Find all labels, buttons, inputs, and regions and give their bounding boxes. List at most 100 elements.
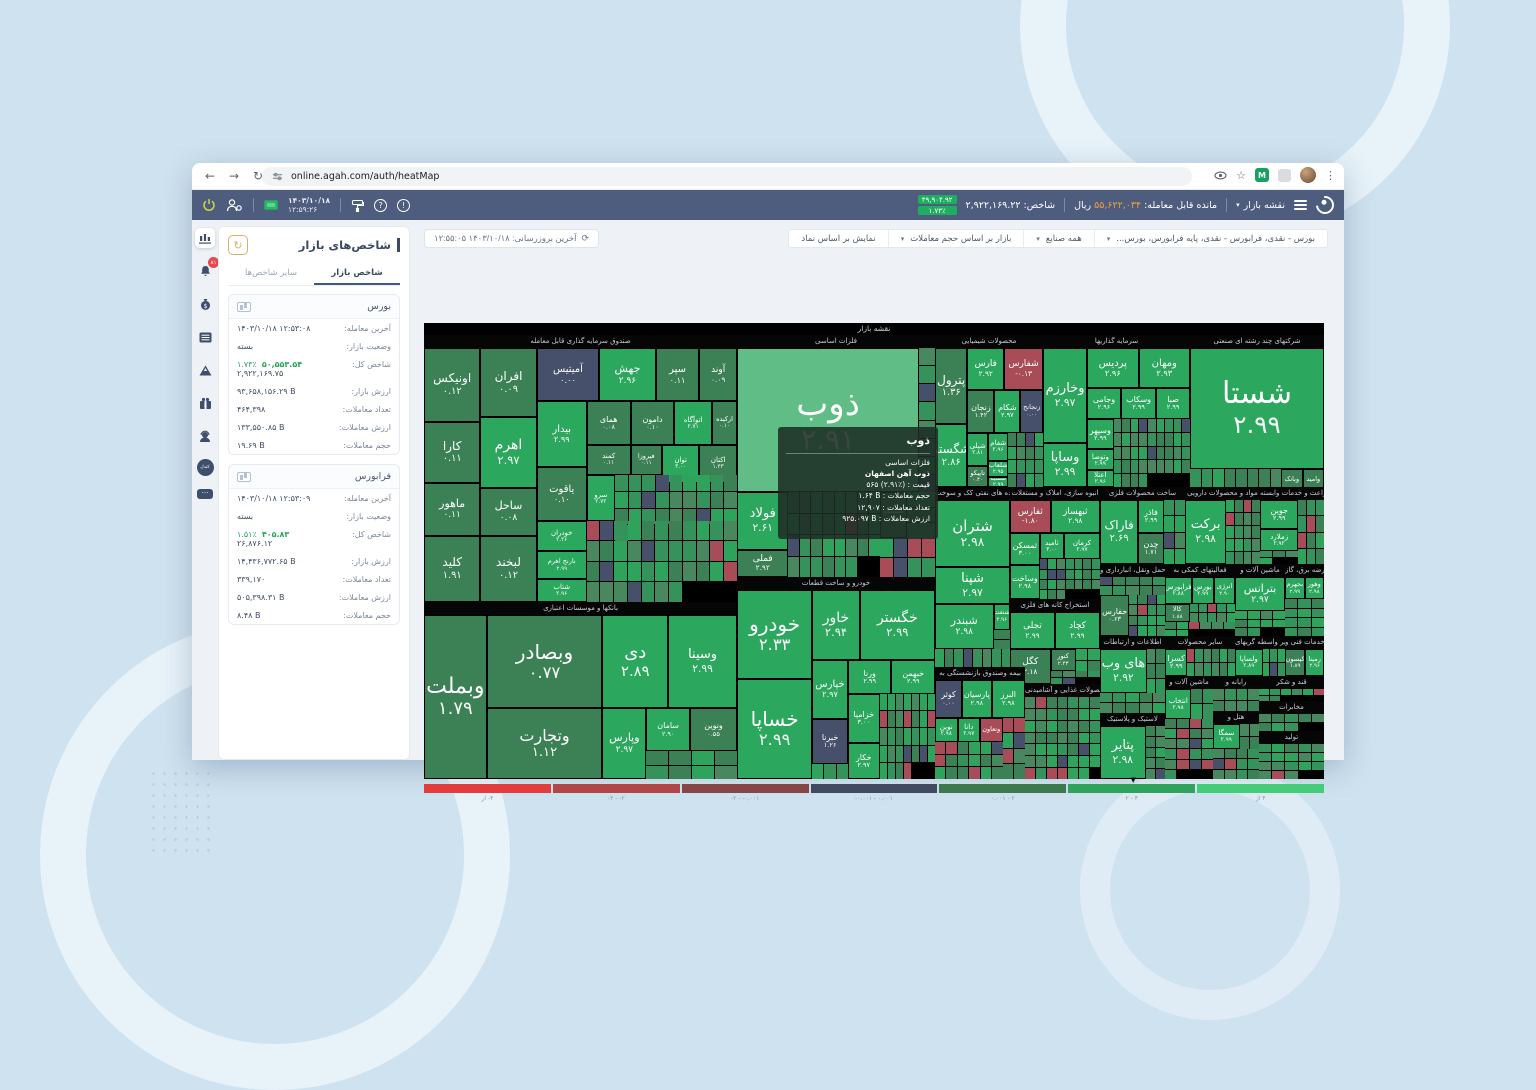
stock-tile-اعتلا[interactable]: اعتلا ۲.۹۶ — [1087, 470, 1114, 487]
stock-tile-کارا[interactable]: کارا ۰.۱۱ — [424, 421, 481, 483]
stock-tile-شکام[interactable]: شکام ۲.۹۷ — [994, 389, 1021, 433]
stock-tile-دامون[interactable]: دامون ۰.۱۰ — [630, 401, 675, 445]
sidebar-item-analysis[interactable] — [195, 360, 215, 380]
stock-tile-شفام[interactable]: شفام ۲.۹۶ — [987, 432, 1009, 461]
last-update-button[interactable]: ⟳ آخرین بروزرسانی: ۱۴۰۳/۱۰/۱۸ ۱۲:۵۵:۰۵ — [424, 229, 600, 248]
bookmark-star-icon[interactable]: ☆ — [1236, 168, 1246, 182]
stock-tile-ثمسکن[interactable]: ثمسکن ۳.۰۰ — [1010, 532, 1040, 566]
stock-tile-فرابورس[interactable]: فرابورس ۲.۸۸ — [1165, 577, 1192, 604]
extension-m-badge[interactable]: M — [1255, 168, 1269, 182]
extensions-icon[interactable] — [1278, 168, 1291, 182]
stock-tile-برکت[interactable]: برکت ۲.۹۸ — [1185, 500, 1227, 564]
stock-tile-شبندر[interactable]: شبندر ۲.۹۸ — [935, 603, 994, 649]
sidebar-item-market-watch[interactable] — [195, 228, 215, 248]
stock-tile-ارکیده[interactable]: ارکیده ۰.۱۰ — [711, 401, 737, 445]
stock-tile-خزامیا[interactable]: خزامیا ۳.۰۰ — [847, 693, 880, 744]
stock-tile-کوثر[interactable]: کوثر ۰.۰۰ — [935, 680, 962, 718]
stock-tile-نوین[interactable]: نوین ۲.۹۸ — [935, 717, 958, 743]
stock-tile-بجهرم[interactable]: بجهرم ۲.۹۹ — [1285, 577, 1305, 600]
stock-tile-ونوین[interactable]: ونوین ۰.۵۵ — [690, 708, 737, 752]
sidebar-item-orders[interactable] — [195, 327, 215, 347]
stock-tile-های وب[interactable]: های وب ۲.۹۲ — [1100, 649, 1147, 693]
stock-tile-البرز[interactable]: البرز ۲.۹۸ — [991, 680, 1025, 718]
stock-tile-وتجارت[interactable]: وتجارت ۱.۱۲ — [486, 708, 603, 779]
stock-tile-شپلی[interactable]: شپلی ۲.۸۱ — [967, 432, 988, 467]
stock-tile-پارسیان[interactable]: پارسیان ۲.۹۸ — [962, 680, 992, 718]
sidebar-item-notifications[interactable]: ۸۱ — [195, 257, 219, 281]
tab-other-indices[interactable]: سایر شاخص‌ها — [245, 268, 297, 278]
stock-tile-تاپیکو[interactable]: تاپیکو ۰.۴۰ — [967, 466, 988, 487]
stock-tile-ثامید[interactable]: ثامید ۳.۰۰ — [1039, 532, 1064, 560]
stock-tile-ثبهساز[interactable]: ثبهساز ۲.۹۸ — [1050, 500, 1100, 533]
stock-tile-شنفت[interactable]: شنفت ۲.۹۶ — [993, 603, 1010, 631]
mini-chart-icon[interactable] — [237, 301, 251, 312]
stock-tile-وپارس[interactable]: وپارس ۲.۹۷ — [602, 708, 647, 779]
stock-tile-بیدار[interactable]: بیدار ۲.۹۹ — [536, 401, 587, 468]
stock-tile-وسینا[interactable]: وسینا ۲.۹۹ — [668, 615, 737, 709]
stock-tile-شتران[interactable]: شتران ۲.۹۸ — [935, 500, 1010, 567]
sidebar-item-kandel[interactable]: کندل — [196, 459, 214, 476]
stock-tile-ومهان[interactable]: ومهان ۲.۹۳ — [1138, 348, 1190, 389]
stock-tile-وبملت[interactable]: وبملت ۱.۷۹ — [424, 615, 487, 779]
stock-tile-شتاب[interactable]: شتاب ۲.۹۶ — [536, 579, 587, 602]
user-settings-icon[interactable] — [226, 198, 243, 212]
stock-tile-یاقوت[interactable]: یاقوت ۰.۱۰ — [536, 467, 587, 521]
stock-tile-اتوآگاه[interactable]: اتوآگاه ۲.۷۱ — [674, 401, 712, 445]
menu-hamburger-icon[interactable] — [1294, 200, 1307, 210]
stock-tile-خودران[interactable]: خودران ۲.۲۶ — [536, 520, 587, 552]
stock-tile-وخارزم[interactable]: وخارزم ۲.۹۷ — [1043, 348, 1088, 443]
stock-tile-شلعاب[interactable]: شلعاب ۲.۹۵ — [987, 460, 1009, 478]
stock-tile-ثفارس[interactable]: ثفارس -۱.۸۰ — [1010, 500, 1051, 533]
sidebar-more-icon[interactable]: ··· — [197, 489, 213, 499]
stock-tile-انتخاب[interactable]: انتخاب ۲.۹۸ — [1165, 689, 1192, 719]
stock-tile-خودرو[interactable]: خودرو ۲.۳۳ — [737, 590, 813, 679]
stock-tile-لبخند[interactable]: لبخند ۰.۱۲ — [480, 535, 537, 602]
stock-tile-پردیس[interactable]: پردیس ۲.۹۶ — [1087, 348, 1139, 389]
sidebar-item-assets[interactable]: $ — [195, 294, 215, 314]
stock-tile-حفارس[interactable]: حفارس ۰.۶۳ — [1100, 594, 1130, 636]
stock-tile-وجامی[interactable]: وجامی ۲.۹۶ — [1087, 388, 1121, 419]
stock-tile-دی[interactable]: دی ۲.۸۹ — [602, 615, 669, 709]
stock-tile-همای[interactable]: همای ۰.۰۸ — [586, 401, 631, 445]
stock-tile-جوین[interactable]: جوین ۲.۹۹ — [1260, 500, 1299, 529]
stock-tile-پترول[interactable]: پترول ۱.۳۶ — [935, 348, 968, 425]
stock-tile-شپنا[interactable]: شپنا ۲.۹۷ — [935, 566, 1010, 604]
url-bar[interactable]: online.agah.com/auth/heatMap — [262, 167, 1192, 186]
stock-tile-بورس[interactable]: بورس ۲.۹۹ — [1191, 577, 1214, 604]
stock-tile-کیسون[interactable]: کیسون ۱.۸۹ — [1285, 649, 1306, 676]
stock-tile-افران[interactable]: افران ۰.۰۹ — [480, 348, 537, 417]
sidebar-item-support[interactable] — [195, 426, 215, 446]
stock-tile-کنور[interactable]: کنور ۲.۴۳ — [1050, 649, 1076, 672]
stock-tile-خپارس[interactable]: خپارس ۲.۹۷ — [812, 659, 848, 719]
stock-tile-وساپا[interactable]: وساپا ۲.۹۹ — [1043, 442, 1088, 487]
sidebar-item-rewards[interactable]: $ — [195, 393, 215, 413]
stock-tile-سامان[interactable]: سامان ۲.۹۰ — [646, 708, 691, 752]
chrome-menu-icon[interactable]: ⋮ — [1325, 168, 1336, 182]
panel-refresh-button[interactable]: ↻ — [228, 235, 248, 255]
stock-tile-ورنا[interactable]: ورنا ۲.۹۹ — [847, 659, 892, 694]
stock-tile-فاذر[interactable]: فاذر ۲.۹۹ — [1138, 500, 1164, 534]
stock-tile-آوند[interactable]: آوند ۰.۰۹ — [699, 348, 737, 402]
stock-tile-فیروزا[interactable]: فیروزا ۰.۱۱ — [630, 444, 662, 475]
stock-tile-وتوصا[interactable]: وتوصا ۲.۹۹ — [1087, 449, 1114, 471]
stock-tile-وسکاب[interactable]: وسکاب ۲.۹۹ — [1120, 388, 1157, 419]
filter-dropdown[interactable]: بازار بر اساس حجم معاملات ▾ — [887, 230, 1024, 247]
market-map-menu[interactable]: نقشه بازار ▾ — [1236, 199, 1285, 211]
back-button[interactable]: ← — [204, 169, 216, 183]
stock-tile-فارس[interactable]: فارس ۲.۹۲ — [967, 348, 1005, 390]
mini-chart-icon[interactable] — [237, 471, 251, 482]
stock-tile-دانا[interactable]: دانا ۲.۹۷ — [957, 717, 980, 743]
stock-tile-پتایر[interactable]: پتایر ۲.۹۸ — [1100, 726, 1146, 779]
stock-tile-اهرم[interactable]: اهرم ۲.۹۷ — [480, 416, 537, 488]
filter-dropdown[interactable]: همه صنایع ▾ — [1023, 230, 1093, 247]
stock-tile-شستا[interactable]: شستا ۲.۹۹ — [1190, 348, 1324, 469]
stock-tile-انرژی[interactable]: انرژی ۲.۹۰ — [1214, 577, 1235, 604]
stock-tile-وهور[interactable]: وهور ۲.۹۸ — [1304, 577, 1324, 600]
stock-tile-نارنج اهرم[interactable]: نارنج اهرم ۲.۹۹ — [536, 551, 587, 580]
stock-tile-شسینا[interactable]: شسینا ۲.۹۹ — [987, 477, 1009, 487]
stock-tile-زملارد[interactable]: زملارد ۲.۹۲ — [1260, 528, 1299, 552]
stock-tile-کسرا[interactable]: کسرا ۲.۹۹ — [1165, 649, 1188, 676]
stock-tile-کلید[interactable]: کلید ۱.۹۱ — [424, 535, 481, 602]
stock-tile-کالا[interactable]: کالا ۱.۸۸ — [1165, 603, 1190, 623]
stock-tile-ساحل[interactable]: ساحل ۰.۰۸ — [480, 487, 537, 536]
